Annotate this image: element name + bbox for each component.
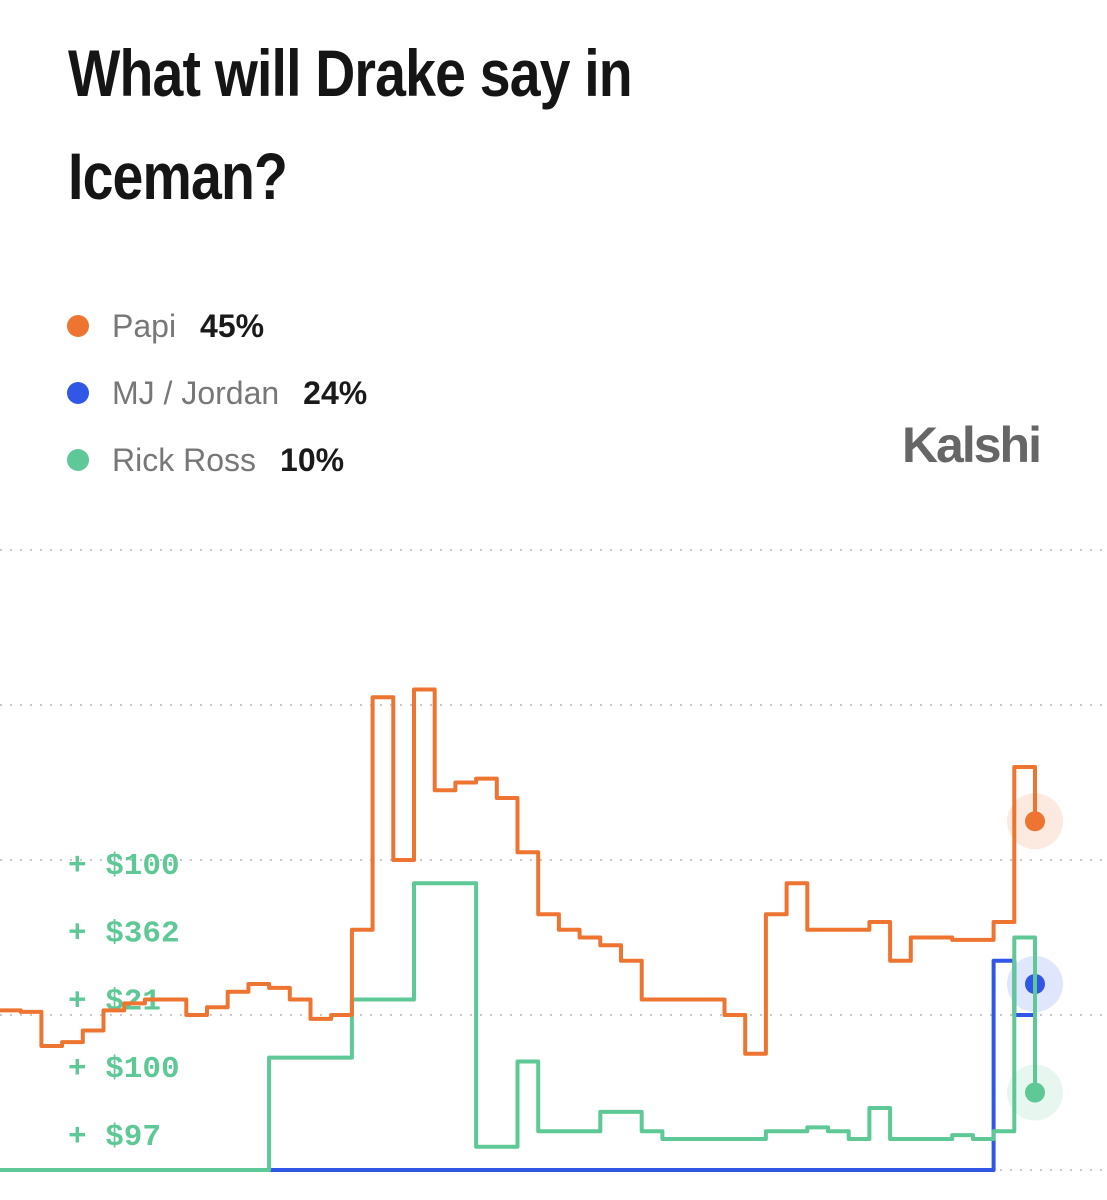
end-dot — [1025, 1082, 1045, 1103]
trade-label: + $100 — [68, 849, 180, 884]
end-dot — [1025, 811, 1045, 832]
legend-name: MJ / Jordan — [112, 375, 279, 411]
trade-label: + $21 — [68, 984, 161, 1019]
legend-dot — [67, 315, 89, 337]
legend-value: 10% — [280, 442, 344, 478]
legend-value: 24% — [303, 375, 367, 411]
series-line — [0, 881, 1037, 1172]
legend-dot — [67, 449, 89, 471]
trade-label: + $100 — [68, 1052, 180, 1087]
brand-logo: Kalshi — [902, 417, 1040, 473]
chart-title: What will Drake say in Iceman? — [68, 36, 633, 213]
legend-value: 45% — [200, 308, 264, 344]
legend-name: Rick Ross — [112, 442, 256, 478]
series-line — [0, 687, 1037, 1056]
legend-dot — [67, 382, 89, 404]
legend-name: Papi — [112, 308, 176, 344]
trade-label: + $97 — [68, 1120, 161, 1155]
trade-label: + $362 — [68, 917, 180, 952]
